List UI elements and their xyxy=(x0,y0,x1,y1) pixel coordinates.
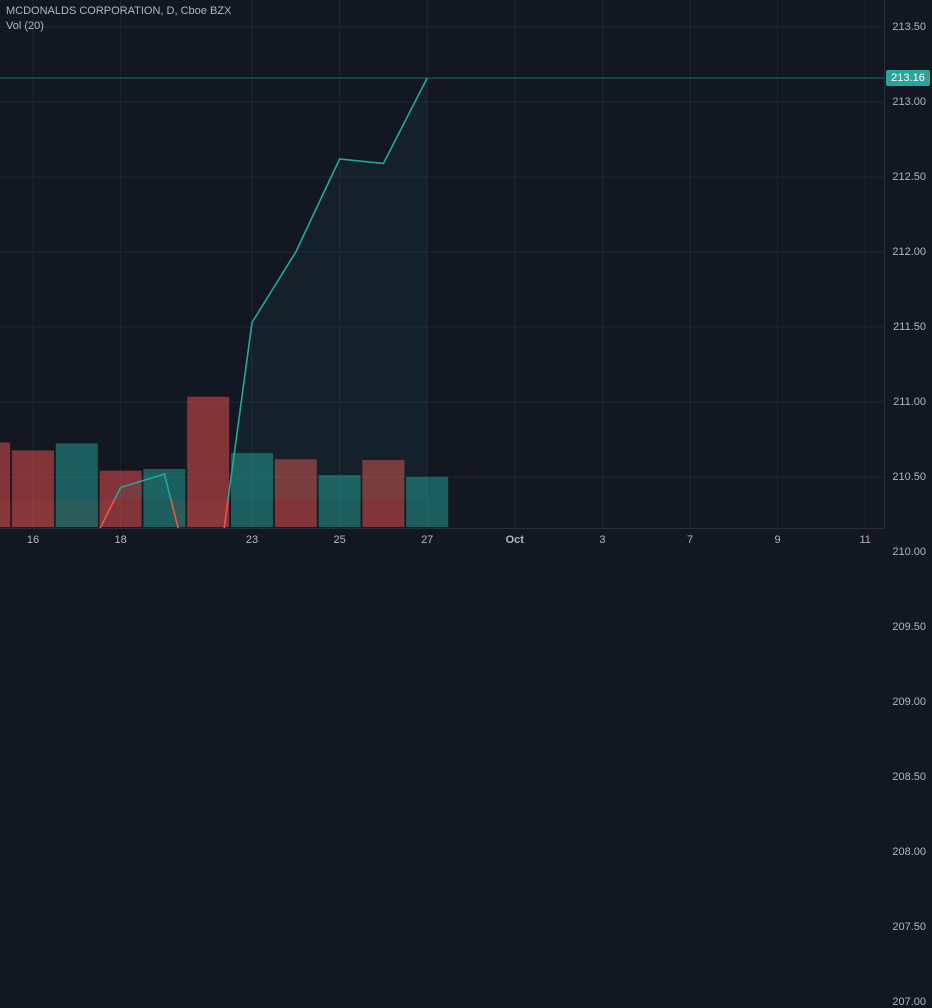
price-tick-label: 209.00 xyxy=(892,696,926,708)
price-tick-label: 210.50 xyxy=(892,471,926,483)
price-tick-label: 211.00 xyxy=(893,396,926,408)
time-tick-label: 11 xyxy=(859,534,870,546)
time-tick-label: 7 xyxy=(687,534,693,546)
symbol-title[interactable]: MCDONALDS CORPORATION, D, Cboe BZX xyxy=(6,4,231,19)
price-tick-label: 208.00 xyxy=(892,846,926,858)
price-tick-label: 211.50 xyxy=(893,321,926,333)
time-tick-label: 16 xyxy=(27,534,39,546)
price-tick-label: 213.50 xyxy=(892,21,926,33)
price-tick-label: 213.00 xyxy=(892,96,926,108)
time-scale[interactable]: 16 18 23 25 27 Oct 3 7 9 11 xyxy=(0,528,884,550)
chart-plot-area[interactable] xyxy=(0,0,884,528)
last-price-badge: 213.16 xyxy=(886,70,930,86)
time-tick-label: 18 xyxy=(114,534,126,546)
volume-indicator-label[interactable]: Vol (20) xyxy=(6,19,231,34)
price-tick-label: 207.00 xyxy=(892,996,926,1008)
time-tick-label: Oct xyxy=(506,534,524,546)
grid-lines xyxy=(0,0,884,528)
price-tick-label: 209.50 xyxy=(892,621,926,633)
time-tick-label: 27 xyxy=(421,534,433,546)
time-tick-label: 3 xyxy=(599,534,605,546)
price-tick-label: 212.00 xyxy=(892,246,926,258)
price-tick-label: 207.50 xyxy=(892,921,926,933)
price-tick-label: 208.50 xyxy=(892,771,926,783)
time-tick-label: 25 xyxy=(333,534,345,546)
time-tick-label: 23 xyxy=(246,534,258,546)
price-tick-label: 212.50 xyxy=(892,171,926,183)
chart-legend: MCDONALDS CORPORATION, D, Cboe BZX Vol (… xyxy=(6,4,231,34)
time-tick-label: 9 xyxy=(775,534,781,546)
price-tick-label: 210.00 xyxy=(892,546,926,558)
